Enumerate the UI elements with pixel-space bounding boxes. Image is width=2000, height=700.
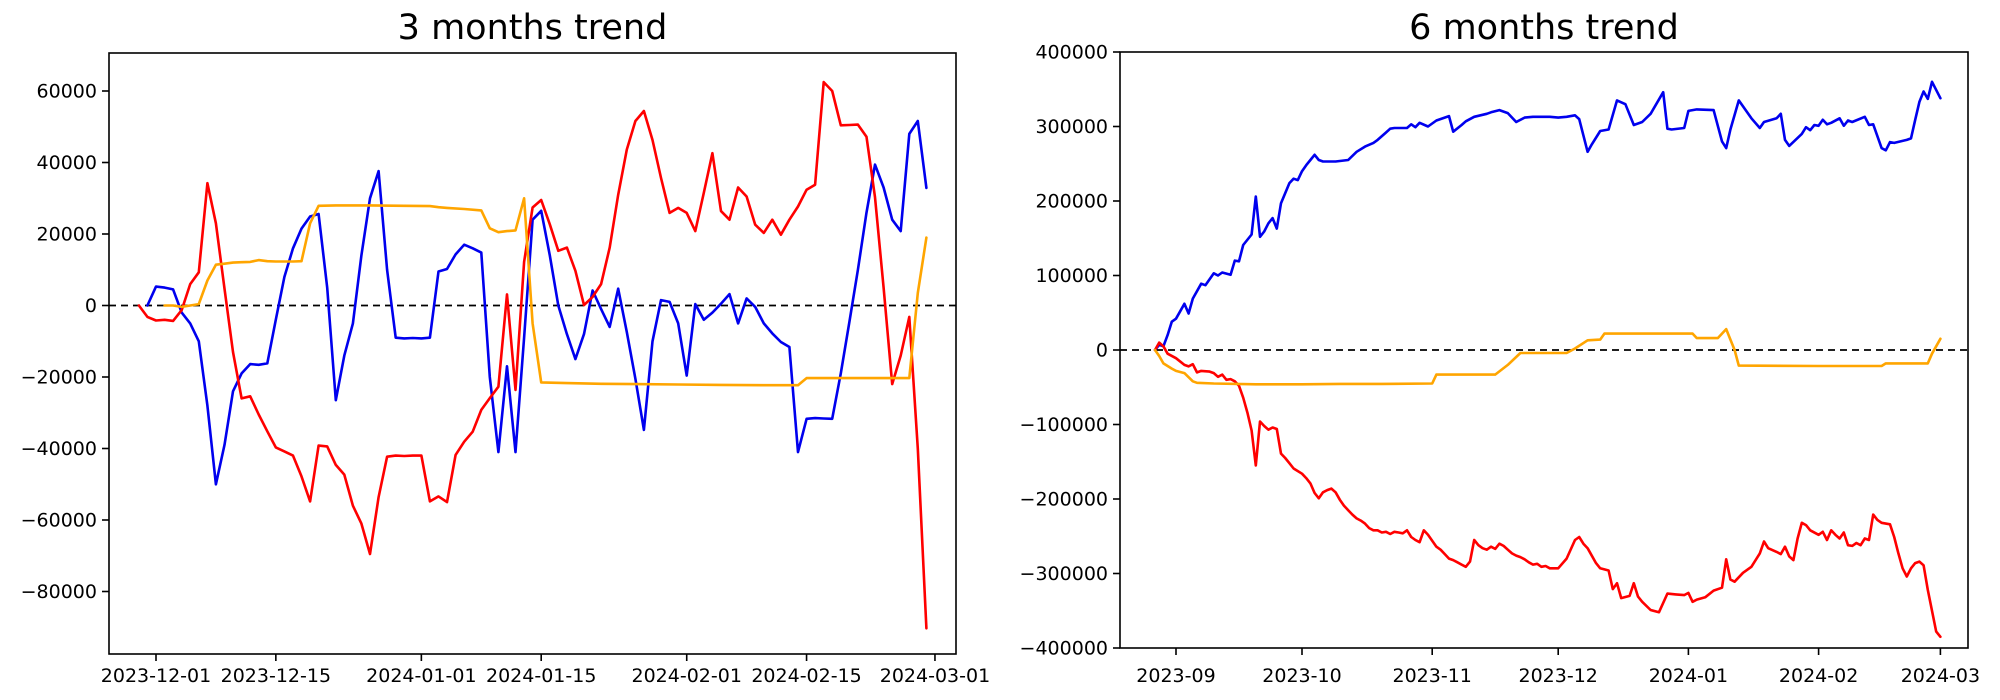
y-tick-label: −100000 [1020, 414, 1108, 436]
x-tick-label: 2024-03 [1901, 665, 1980, 687]
x-tick-label: 2024-02 [1779, 665, 1858, 687]
y-tick-label: −300000 [1020, 563, 1108, 585]
series-line-blue [1153, 80, 1942, 352]
series-line-blue [146, 119, 928, 486]
x-tick-label: 2023-10 [1262, 665, 1341, 687]
y-tick-label: 60000 [37, 81, 97, 103]
series-line-orange [1153, 327, 1942, 386]
x-tick-label: 2023-11 [1393, 665, 1472, 687]
series-line-red [137, 80, 928, 630]
y-tick-label: −20000 [21, 367, 97, 389]
x-tick-label: 2024-01-01 [366, 665, 476, 687]
x-tick-label: 2024-01-15 [486, 665, 596, 687]
plot-border [108, 52, 957, 655]
x-tick-label: 2023-12 [1519, 665, 1598, 687]
y-tick-label: −400000 [1020, 638, 1108, 660]
y-tick-label: 0 [85, 295, 97, 317]
chart-title-3-months: 3 months trend [397, 8, 668, 48]
y-tick-label: 40000 [37, 152, 97, 174]
y-tick-label: 0 [1096, 340, 1108, 362]
y-tick-label: 200000 [1035, 191, 1108, 213]
y-tick-label: −40000 [21, 438, 97, 460]
chart-3-months: 60000 40000 20000 0 −20000 −40000 −60000 −80000… [21, 52, 990, 687]
chart-title-6-months: 6 months trend [1409, 8, 1679, 48]
y-tick-label: 400000 [1035, 42, 1108, 64]
y-tick-label: −80000 [21, 581, 97, 603]
x-tick-label: 2024-02-15 [751, 665, 861, 687]
x-tick-label: 2023-12-01 [101, 665, 211, 687]
chart-6-months: 400000 300000 200000 100000 0 −100000 −200000 −… [1020, 42, 1981, 688]
x-tick-label: 2024-03-01 [880, 665, 990, 687]
x-tick-label: 2024-02-01 [632, 665, 742, 687]
x-tick-label: 2023-09 [1136, 665, 1215, 687]
series-line-orange [163, 197, 928, 387]
x-tick-label: 2023-12-15 [221, 665, 331, 687]
y-tick-label: 100000 [1035, 265, 1108, 287]
y-tick-label: −60000 [21, 510, 97, 532]
y-tick-label: 300000 [1035, 116, 1108, 138]
y-tick-label: 20000 [37, 224, 97, 246]
y-tick-label: −200000 [1020, 489, 1108, 511]
x-tick-label: 2024-01 [1649, 665, 1728, 687]
series-line-red [1153, 341, 1942, 639]
